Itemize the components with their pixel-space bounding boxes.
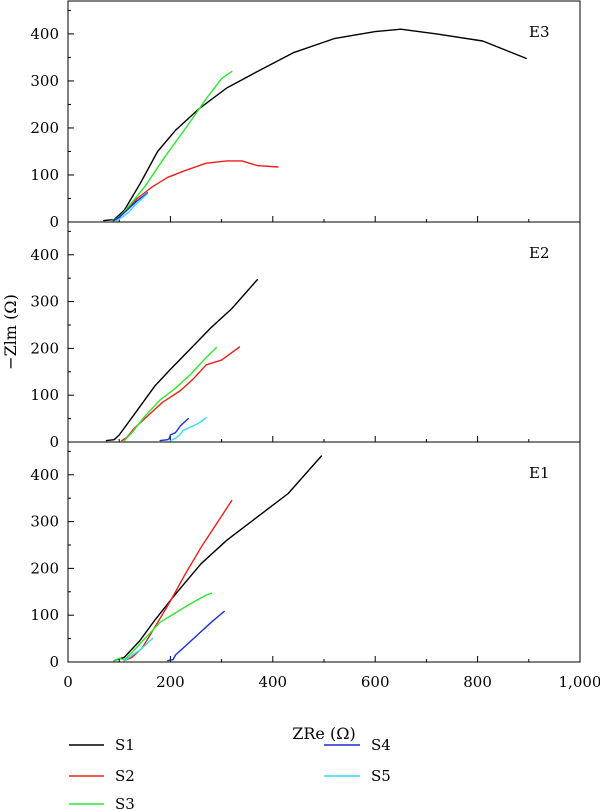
panel-e3: 0 100 200 300 400 E3: [30, 0, 581, 231]
y-tick-label-e1: 400: [30, 466, 59, 484]
legend-label-s1: S1: [115, 736, 135, 754]
panel-label-e1: E1: [529, 464, 550, 482]
legend-label-s2: S2: [115, 767, 135, 785]
y-tick-label-e3: 300: [30, 72, 59, 90]
series-line-s1-e3: [103, 28, 527, 222]
y-tick-label-e3: 100: [30, 166, 59, 184]
series-line-s5-e3: [115, 193, 149, 222]
panel-e1: 0 100 200 300 400 E1: [30, 441, 581, 671]
legend-label-s4: S4: [371, 736, 391, 754]
plot-frame-e1: [67, 441, 581, 663]
y-tick-label-e3: 400: [30, 25, 59, 43]
legend-label-s5: S5: [371, 767, 391, 785]
series-line-s4-e2: [159, 417, 189, 442]
y-tick-label-e2: 400: [30, 246, 59, 264]
y-axis-label: −Zlm (Ω): [1, 294, 20, 370]
y-tick-label-e3: 200: [30, 119, 59, 137]
series-line-s2-e1: [123, 499, 233, 662]
x-tick-label: 200: [156, 673, 185, 691]
y-tick-label-e1: 200: [30, 559, 59, 577]
panel-label-e2: E2: [529, 244, 550, 262]
series-line-s1-e2: [105, 278, 259, 442]
x-tick-label: 800: [463, 673, 492, 691]
y-tick-label-e1: 0: [49, 653, 59, 671]
series-line-s4-e3: [112, 192, 149, 222]
x-tick-label: 0: [63, 673, 73, 691]
y-tick-label-e1: 100: [30, 606, 59, 624]
series-line-s2-e2: [121, 346, 241, 442]
y-tick-label-e2: 0: [49, 433, 59, 451]
x-tick-label: 600: [361, 673, 390, 691]
y-tick-label-e2: 300: [30, 293, 59, 311]
y-tick-label-e1: 300: [30, 513, 59, 531]
series-line-s1-e1: [113, 455, 323, 662]
series-line-s3-e3: [110, 70, 233, 222]
panel-label-e3: E3: [529, 23, 550, 41]
series-line-s4-e1: [167, 610, 225, 662]
plot-frame-e2: [67, 221, 581, 443]
legend: S1 S2 S3 S4 S5: [69, 736, 391, 810]
y-tick-label-e2: 100: [30, 386, 59, 404]
series-line-s3-e2: [123, 346, 218, 442]
series-line-s2-e3: [113, 160, 279, 222]
y-tick-label-e2: 200: [30, 339, 59, 357]
series-line-s3-e1: [113, 592, 213, 662]
plot-frame-e3: [67, 0, 581, 223]
y-tick-label-e3: 0: [49, 213, 59, 231]
series-line-s5-e1: [123, 637, 154, 662]
series-line-s5-e2: [169, 417, 207, 442]
x-tick-label: 1,000: [559, 673, 600, 691]
x-axis-label: ZRe (Ω): [292, 724, 355, 743]
x-tick-label: 400: [258, 673, 287, 691]
panel-e2: 0 100 200 300 400 E2: [30, 221, 581, 451]
legend-label-s3: S3: [115, 795, 135, 810]
